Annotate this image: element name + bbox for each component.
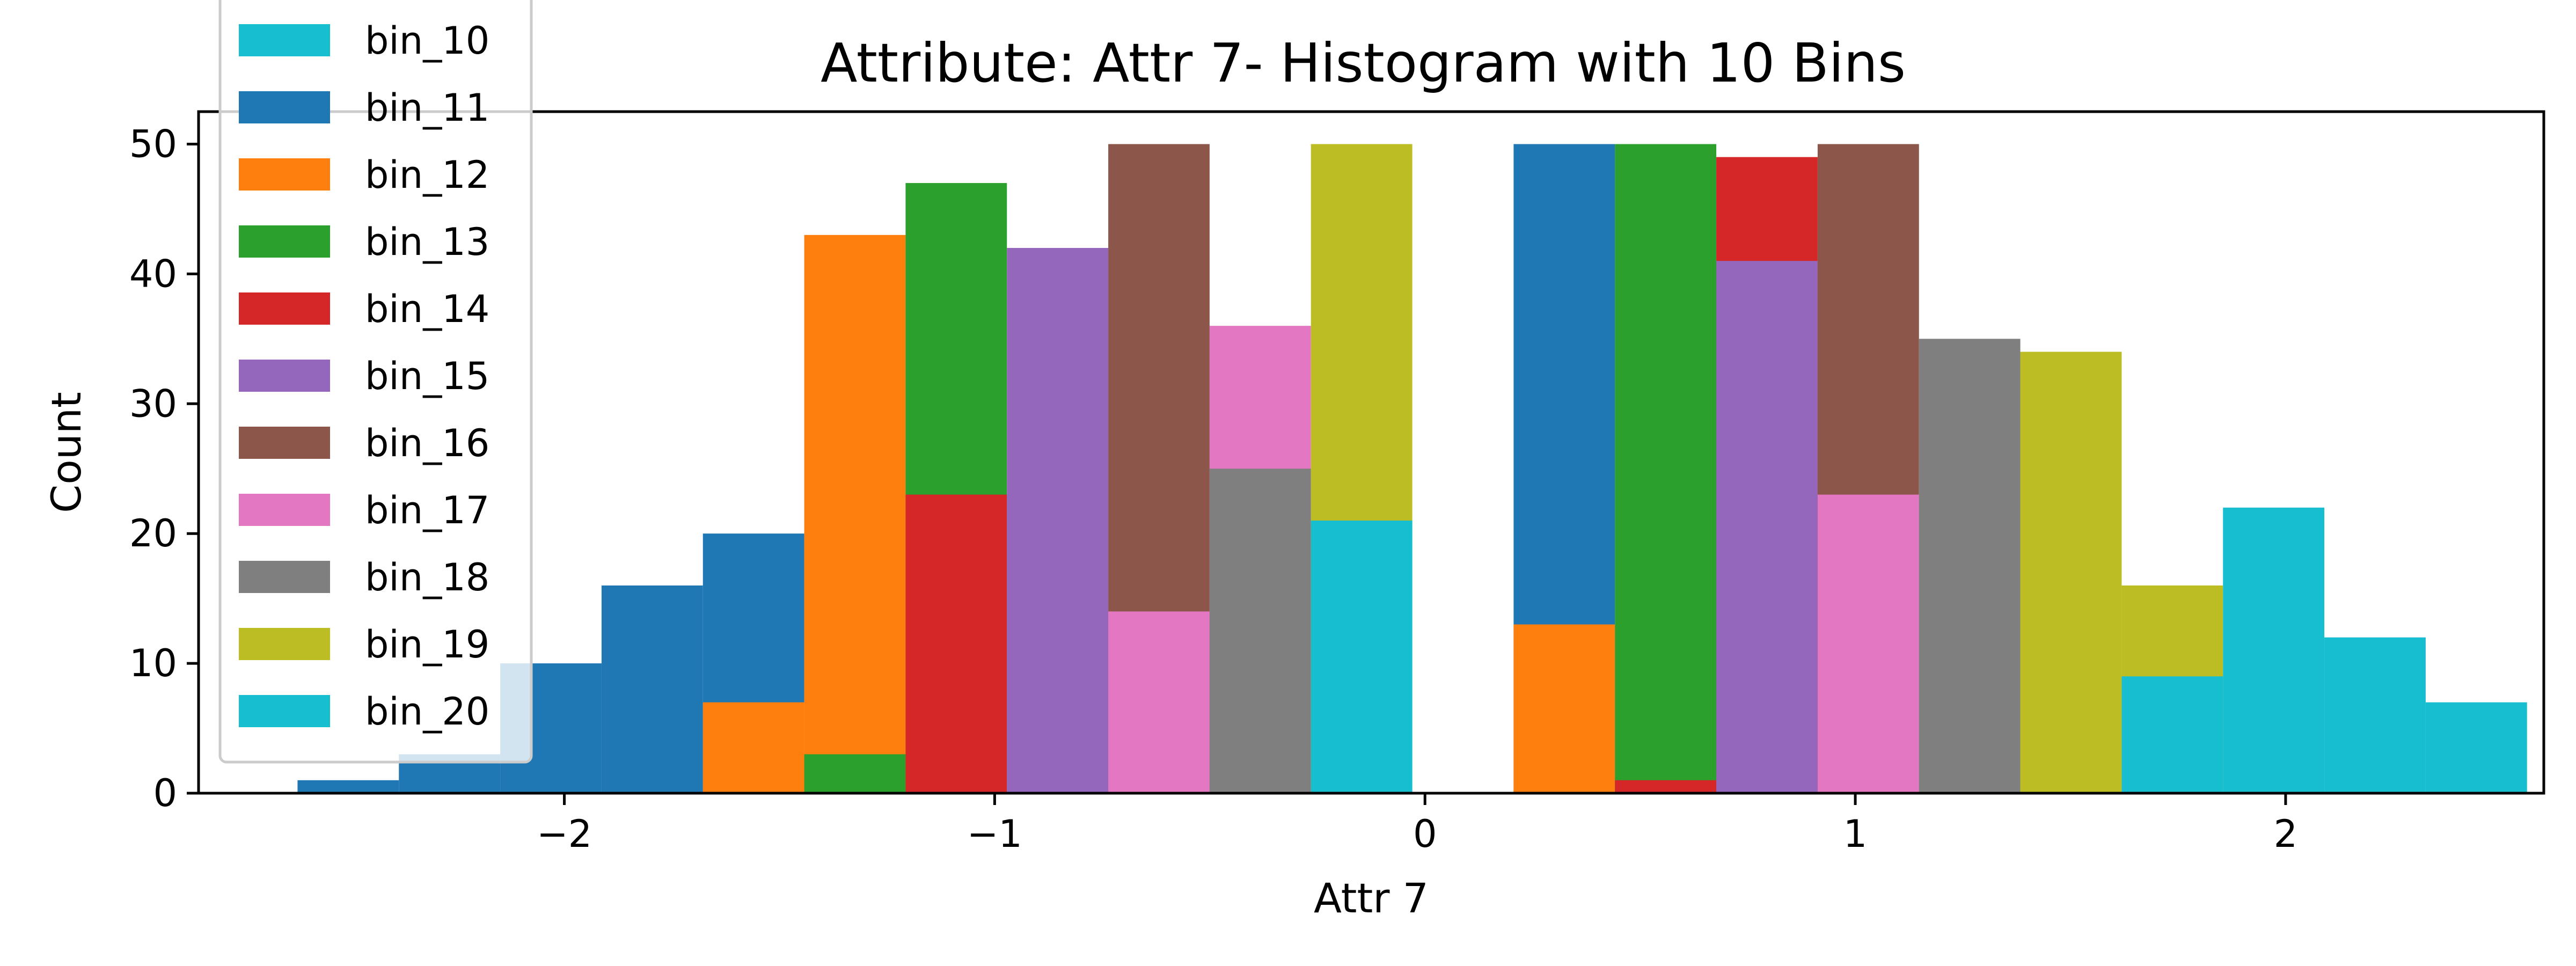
legend-swatch-bin_18 [239, 561, 330, 593]
bars-layer [297, 144, 2527, 794]
legend-swatch-bin_12 [239, 158, 330, 191]
legend-swatch-bin_17 [239, 494, 330, 526]
bar-bin_20-19 [2223, 507, 2325, 793]
y-tick-label: 50 [129, 122, 177, 166]
legend-label-bin_14: bin_14 [365, 287, 489, 331]
bar-bin_12-4 [702, 702, 804, 793]
legend-label-bin_15: bin_15 [365, 354, 489, 398]
x-tick-label: −1 [967, 812, 1022, 856]
legend-label-bin_17: bin_17 [365, 488, 489, 532]
x-axis-title: Attr 7 [1314, 874, 1429, 922]
y-tick-label: 0 [153, 771, 177, 815]
x-tick-label: 0 [1413, 812, 1437, 856]
legend-label-bin_18: bin_18 [365, 555, 489, 599]
bar-bin_11-0 [297, 780, 399, 793]
legend-swatch-bin_13 [239, 225, 330, 258]
bar-bin_18-16 [1919, 339, 2021, 793]
legend-label-bin_13: bin_13 [365, 220, 489, 264]
bar-bin_14-6 [905, 494, 1007, 793]
y-tick-label: 20 [129, 511, 177, 555]
bar-bin_18-9 [1209, 469, 1311, 793]
bar-bin_13-13 [1615, 144, 1717, 793]
plot-frame [197, 110, 2545, 795]
bar-bin_20-21 [2425, 702, 2527, 793]
x-tick-label: −2 [537, 812, 592, 856]
legend-swatch-bin_16 [239, 427, 330, 459]
legend: bin_10 bin_11 bin_12 bin_13 bin_14 bin_15 bin_… [218, 0, 533, 764]
legend-label-bin_16: bin_16 [365, 421, 489, 465]
bar-bin_20-10 [1311, 521, 1413, 793]
legend-swatch-bin_10 [239, 24, 330, 56]
legend-swatch-bin_15 [239, 360, 330, 392]
y-tick-label: 10 [129, 641, 177, 685]
bar-bin_15-14 [1716, 261, 1818, 793]
y-axis: 0 10 20 30 40 50 [129, 122, 199, 815]
x-tick-label: 2 [2274, 812, 2298, 856]
y-axis-title: Count [42, 392, 90, 513]
bar-bin_17-15 [1817, 494, 1919, 793]
legend-swatch-bin_11 [239, 91, 330, 123]
bar-bin_14-13 [1615, 780, 1717, 793]
bar-bin_12-12 [1513, 624, 1615, 793]
bar-bin_20-18 [2121, 676, 2223, 793]
legend-label-bin_12: bin_12 [365, 153, 489, 197]
legend-label-bin_20: bin_20 [365, 690, 489, 734]
legend-label-bin_11: bin_11 [365, 86, 489, 130]
legend-label-bin_10: bin_10 [365, 19, 489, 63]
bar-bin_20-20 [2324, 637, 2426, 793]
legend-swatch-bin_14 [239, 292, 330, 325]
bar-bin_12-5 [804, 235, 906, 793]
bar-bin_15-7 [1007, 248, 1109, 793]
bar-bin_11-3 [601, 585, 703, 793]
legend-swatch-bin_20 [239, 695, 330, 727]
x-tick-label: 1 [1843, 812, 1868, 856]
x-axis: −2 −1 0 1 2 [537, 793, 2297, 856]
y-tick-label: 40 [129, 252, 177, 296]
bar-bin_19-17 [2020, 352, 2122, 793]
legend-label-bin_19: bin_19 [365, 623, 489, 667]
bar-bin_17-8 [1108, 611, 1210, 793]
y-tick-label: 30 [129, 382, 177, 426]
chart-title: Attribute: Attr 7- Histogram with 10 Bin… [821, 32, 1906, 94]
bar-bin_13-5 [804, 754, 906, 793]
legend-swatch-bin_19 [239, 628, 330, 660]
